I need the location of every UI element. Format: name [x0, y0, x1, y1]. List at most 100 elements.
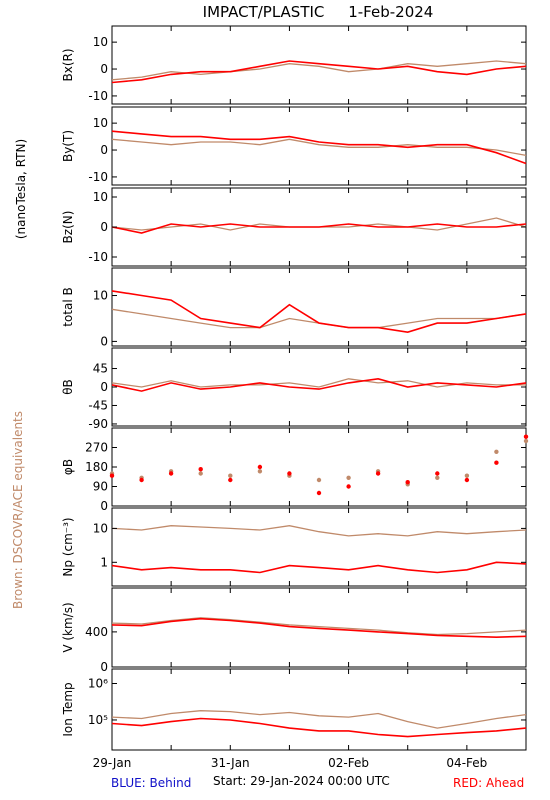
panel-frame	[111, 587, 527, 668]
panel-2: 10 0 -10 Bz(N)	[61, 187, 527, 267]
red-series-line	[111, 617, 527, 639]
brown-series-line	[111, 138, 527, 157]
panel-4: 45 0 -45 -90 θB	[61, 347, 527, 431]
y-tick-label: 0	[100, 220, 108, 234]
y-tick-label: 90	[93, 480, 108, 494]
brown-data-point	[198, 471, 203, 476]
red-data-point	[109, 473, 115, 478]
y-tick-label: 0	[100, 380, 108, 394]
brown-data-point	[435, 475, 440, 480]
panel-8: 10⁶ 10⁵ Ion Temp	[61, 668, 527, 751]
y-tick-label: 10⁶	[88, 677, 108, 691]
x-tick-labels: 29-Jan 31-Jan 02-Feb 04-Feb	[93, 756, 488, 770]
red-series-line	[111, 130, 527, 165]
panel-5: 270 180 90 0 φB	[61, 427, 529, 513]
red-data-point	[494, 460, 499, 465]
y-tick-label: 10	[93, 521, 108, 535]
brown-series-line	[111, 308, 527, 329]
panel-frame	[111, 106, 527, 186]
brown-data-point	[494, 449, 499, 454]
brown-data-point	[346, 475, 351, 480]
red-series-line	[111, 290, 527, 334]
brown-data-point	[228, 473, 233, 478]
y-tick-label: 0	[100, 143, 108, 157]
panel-0: 10 0 -10 Bx(R)	[61, 25, 527, 105]
panel-frame	[111, 25, 527, 105]
panel-3: 10 0 total B	[61, 267, 527, 348]
red-series-line	[111, 561, 527, 574]
red-data-point	[139, 477, 144, 483]
panel-frame	[111, 267, 527, 347]
red-data-point	[198, 467, 203, 472]
y-tick-label: -10	[88, 89, 108, 103]
brown-data-point	[257, 469, 263, 474]
y-axis-label: Bz(N)	[61, 211, 75, 244]
red-data-point	[464, 477, 470, 483]
y-tick-label: 400	[85, 625, 108, 639]
field-units-label: (nanoTesla, RTN)	[14, 139, 28, 239]
y-tick-label: 0	[100, 62, 108, 76]
y-tick-label: 10	[93, 289, 108, 303]
y-tick-label: -45	[88, 398, 108, 412]
red-data-point	[228, 477, 233, 483]
y-tick-label: 10	[93, 116, 108, 130]
y-tick-label: 45	[93, 362, 108, 376]
y-tick-label: 0	[100, 660, 108, 674]
brown-series-line	[111, 60, 527, 81]
y-tick-label: 0	[100, 334, 108, 348]
red-data-point	[375, 471, 381, 476]
red-data-point	[523, 434, 529, 439]
panel-1: 10 0 -10 By(T)	[61, 106, 527, 186]
y-axis-label: Bx(R)	[61, 48, 75, 81]
y-tick-label: 1	[100, 555, 108, 569]
panel-frame	[111, 507, 527, 587]
red-series-line	[111, 223, 527, 234]
red-data-point	[346, 484, 351, 489]
y-tick-label: -10	[88, 170, 108, 184]
red-data-point	[316, 490, 322, 496]
panel-7: 400 0 V (km/s)	[61, 587, 527, 674]
footer-start-label: Start: 29-Jan-2024 00:00 UTC	[213, 774, 390, 788]
red-data-point	[435, 471, 440, 476]
brown-series-line	[111, 710, 527, 729]
footer-red-label: RED: Ahead	[453, 776, 524, 790]
panel-frame	[111, 668, 527, 751]
y-axis-label: θB	[61, 379, 75, 395]
y-axis-label: V (km/s)	[61, 602, 75, 652]
brown-data-point	[523, 438, 529, 444]
y-tick-label: -10	[88, 250, 108, 264]
panel-6: 10 1 Np (cm⁻³)	[61, 507, 527, 587]
brown-series-note: Brown: DSCOVR/ACE equivalents	[11, 411, 25, 609]
y-axis-label: Np (cm⁻³)	[61, 517, 75, 576]
y-axis-label: Ion Temp	[61, 682, 75, 736]
y-tick-label: 0	[100, 499, 108, 513]
x-tick-label: 29-Jan	[93, 756, 132, 770]
y-axis-label: By(T)	[61, 130, 75, 162]
brown-data-point	[464, 473, 470, 478]
y-axis-label: total B	[61, 287, 75, 327]
red-data-point	[405, 480, 410, 485]
panels-group: 100-10Bx(R)100-10By(T)100-10Bz(N)100tota…	[61, 25, 529, 751]
x-tick-label: 04-Feb	[446, 756, 487, 770]
x-tick-label: 31-Jan	[211, 756, 250, 770]
red-series-line	[111, 60, 527, 84]
x-tick-label: 02-Feb	[328, 756, 369, 770]
y-tick-label: 10	[93, 190, 108, 204]
footer-blue-label: BLUE: Behind	[111, 776, 191, 790]
y-axis-label: φB	[61, 459, 75, 475]
y-tick-label: 10	[93, 35, 108, 49]
red-data-point	[168, 471, 174, 476]
figure-title: IMPACT/PLASTIC 1-Feb-2024	[203, 3, 434, 21]
brown-data-point	[316, 477, 322, 483]
brown-series-line	[111, 525, 527, 537]
y-tick-label: 10⁵	[88, 713, 108, 727]
y-tick-label: -90	[88, 417, 108, 431]
y-tick-label: 270	[85, 441, 108, 455]
red-series-line	[111, 717, 527, 738]
brown-series-line	[111, 617, 527, 636]
y-tick-label: 180	[85, 460, 108, 474]
red-series-line	[111, 377, 527, 392]
red-data-point	[257, 464, 263, 470]
red-data-point	[287, 471, 292, 476]
